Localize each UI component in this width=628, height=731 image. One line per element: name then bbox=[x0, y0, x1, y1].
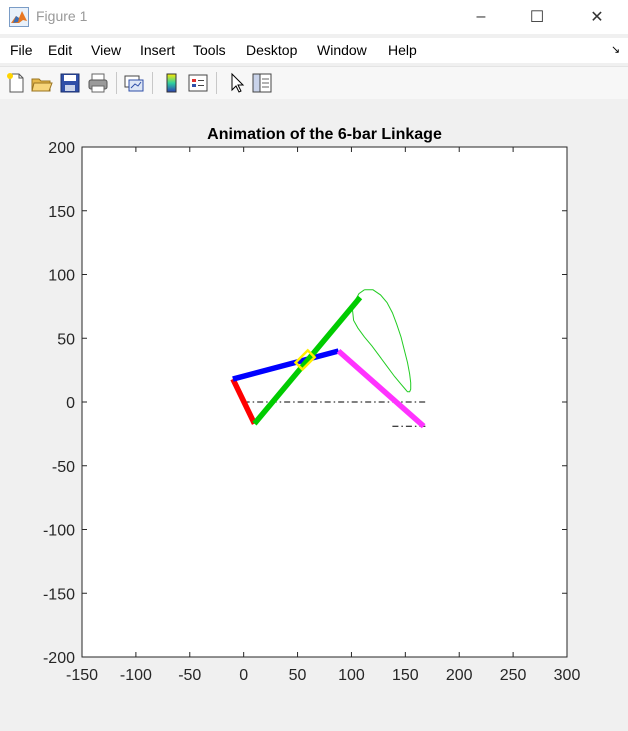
dock-figure-icon[interactable]: ↘ bbox=[611, 44, 621, 56]
title-bar[interactable]: Figure 1 – ☐ ✕ bbox=[0, 0, 628, 34]
window-title: Figure 1 bbox=[36, 8, 88, 24]
toolbar-separator bbox=[152, 72, 153, 94]
axes-area[interactable] bbox=[81, 146, 568, 658]
linkage-bars bbox=[230, 295, 426, 429]
menu-tools[interactable]: Tools bbox=[193, 42, 226, 58]
x-tick-label: -150 bbox=[66, 667, 98, 684]
y-tick-label: 0 bbox=[66, 395, 75, 412]
x-tick-label: 100 bbox=[338, 667, 365, 684]
link-red bbox=[230, 377, 257, 425]
menu-edit[interactable]: Edit bbox=[48, 42, 73, 58]
figure-canvas: -150 -100 -50 0 50 100 150 200 250 300 -200 -150 -1… bbox=[0, 99, 628, 726]
menu-bar: File Edit View Insert Tools Desktop Wind… bbox=[0, 38, 628, 63]
link-magenta bbox=[336, 348, 426, 429]
save-icon[interactable] bbox=[58, 71, 82, 95]
y-tick-label: -200 bbox=[43, 650, 75, 667]
x-tick-label: 150 bbox=[392, 667, 419, 684]
menu-file[interactable]: File bbox=[10, 42, 33, 58]
link-blue bbox=[232, 348, 340, 382]
menu-window[interactable]: Window bbox=[317, 42, 367, 58]
x-tick-label: 200 bbox=[446, 667, 473, 684]
insert-legend-icon[interactable] bbox=[186, 71, 210, 95]
y-tick-labels: -200 -150 -100 -50 0 50 100 150 200 bbox=[43, 140, 75, 667]
menu-view[interactable]: View bbox=[91, 42, 122, 58]
menu-insert[interactable]: Insert bbox=[140, 42, 176, 58]
print-icon[interactable] bbox=[86, 71, 110, 95]
axes[interactable]: -150 -100 -50 0 50 100 150 200 250 300 -200-150-1… bbox=[0, 99, 628, 726]
menu-desktop[interactable]: Desktop bbox=[246, 42, 298, 58]
x-tick-label: -50 bbox=[178, 667, 201, 684]
slider-block bbox=[293, 348, 317, 372]
y-tick-label: -150 bbox=[43, 586, 75, 603]
axis-ticks bbox=[81, 146, 568, 658]
new-figure-icon[interactable] bbox=[4, 71, 28, 95]
slider-rectangle bbox=[293, 348, 317, 372]
figure-toolbar bbox=[0, 66, 628, 100]
toolbar-separator bbox=[116, 72, 117, 94]
y-tick-label: 200 bbox=[48, 140, 75, 157]
coupler-trace bbox=[352, 289, 412, 393]
edit-plot-arrow-icon[interactable] bbox=[224, 71, 248, 95]
y-tick-label: -100 bbox=[43, 523, 75, 540]
x-tick-label: 250 bbox=[500, 667, 527, 684]
maximize-button[interactable]: ☐ bbox=[529, 9, 545, 26]
toolbar-separator bbox=[216, 72, 217, 94]
open-file-icon[interactable] bbox=[30, 71, 54, 95]
x-tick-label: 0 bbox=[239, 667, 248, 684]
matlab-app-icon bbox=[9, 7, 29, 27]
property-inspector-icon[interactable] bbox=[250, 71, 274, 95]
menu-help[interactable]: Help bbox=[388, 42, 417, 58]
close-button[interactable]: ✕ bbox=[590, 9, 604, 26]
link-plot-icon[interactable] bbox=[122, 71, 146, 95]
link-green bbox=[252, 295, 363, 426]
coupler-curve bbox=[352, 289, 412, 393]
minimize-button[interactable]: – bbox=[476, 8, 486, 25]
y-tick-label: 100 bbox=[48, 268, 75, 285]
y-tick-label: -50 bbox=[52, 459, 75, 476]
x-tick-label: -100 bbox=[120, 667, 152, 684]
chart-title: Animation of the 6-bar Linkage bbox=[207, 126, 442, 143]
x-tick-label: 50 bbox=[289, 667, 307, 684]
y-tick-label: 150 bbox=[48, 204, 75, 221]
insert-colorbar-icon[interactable] bbox=[160, 71, 184, 95]
x-tick-label: 300 bbox=[554, 667, 581, 684]
y-tick-label: 50 bbox=[57, 331, 75, 348]
x-tick-labels: -150 -100 -50 0 50 100 150 200 250 300 bbox=[66, 667, 580, 684]
